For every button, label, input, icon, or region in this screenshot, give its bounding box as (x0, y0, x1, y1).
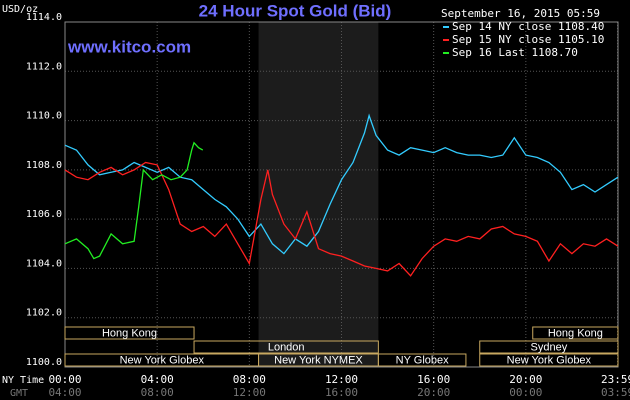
session-label: NY Globex (396, 354, 449, 366)
x2-tick-label: 20:00 (417, 386, 450, 399)
price-line (64, 161, 619, 277)
session-box (377, 353, 467, 367)
y-tick-label: 1108.0 (26, 160, 62, 171)
x-tick-label: 20:00 (509, 373, 542, 386)
session-box (193, 340, 379, 354)
session-box (479, 340, 619, 354)
chart-title: 24 Hour Spot Gold (Bid) (199, 1, 392, 20)
y-tick-label: 1102.0 (26, 308, 62, 319)
y-tick-label: 1112.0 (26, 61, 62, 72)
plot-frame (64, 21, 619, 368)
y-tick-label: 1104.0 (26, 258, 62, 269)
x2-axis-label: GMT (10, 388, 28, 399)
session-label: New York Globex (507, 354, 592, 366)
x2-tick-label: 03:59 (601, 386, 630, 399)
x2-tick-label: 16:00 (325, 386, 358, 399)
y-tick-label: 1114.0 (26, 12, 62, 23)
y-tick-label: 1100.0 (26, 357, 62, 368)
session-label: London (268, 341, 305, 353)
x2-tick-label: 04:00 (48, 386, 81, 399)
x-tick-label: 04:00 (141, 373, 174, 386)
session-box (532, 326, 619, 340)
x-tick-label: 12:00 (325, 373, 358, 386)
y-tick-label: 1110.0 (26, 111, 62, 122)
x2-tick-label: 12:00 (233, 386, 266, 399)
price-line (64, 141, 204, 260)
legend-label: Sep 15 NY close 1105.10 (452, 33, 604, 46)
x-axis-label: NY Time (2, 375, 44, 386)
x-tick-label: 00:00 (48, 373, 81, 386)
legend-label: Sep 16 Last 1108.70 (452, 46, 578, 59)
y-axis-label: USD/oz (2, 4, 38, 15)
session-box (64, 326, 195, 340)
highlight-band (258, 22, 379, 367)
timestamp: September 16, 2015 05:59 (441, 7, 600, 20)
x2-tick-label: 00:00 (509, 386, 542, 399)
session-label: New York Globex (120, 354, 205, 366)
session-label: Hong Kong (548, 327, 603, 339)
y-tick-label: 1106.0 (26, 209, 62, 220)
session-box (479, 353, 619, 367)
x-tick-label: 23:59 (601, 373, 630, 386)
x2-tick-label: 08:00 (141, 386, 174, 399)
session-label: New York NYMEX (274, 354, 363, 366)
subtitle: www.kitco.com (67, 37, 191, 56)
x-tick-label: 16:00 (417, 373, 450, 386)
price-line (64, 113, 619, 255)
session-label: Sydney (531, 341, 568, 353)
session-label: Hong Kong (102, 327, 157, 339)
x-tick-label: 08:00 (233, 373, 266, 386)
legend-label: Sep 14 NY close 1108.40 (452, 20, 604, 33)
